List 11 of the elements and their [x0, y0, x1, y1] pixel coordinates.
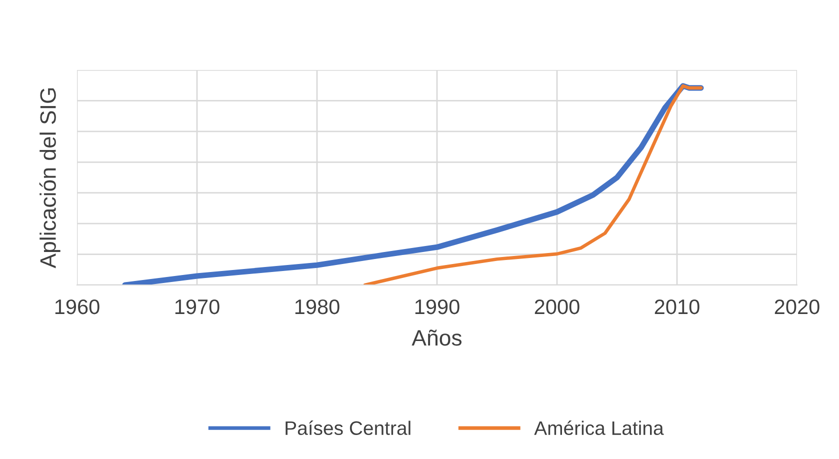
x-tick-label: 2020 — [774, 299, 820, 314]
x-tick-label: 1960 — [55, 299, 100, 314]
legend-label: Países Central — [286, 420, 410, 436]
x-axis-title: Años — [412, 330, 462, 346]
x-tick-label: 1980 — [295, 299, 340, 314]
x-tick-label: 2010 — [654, 299, 700, 314]
x-tick-label: 1990 — [415, 299, 460, 314]
x-tick-label: 2000 — [534, 299, 580, 314]
y-axis-title: Aplicación del SIG — [39, 88, 60, 268]
legend-label: América Latina — [534, 420, 664, 436]
x-tick-label: 1970 — [175, 299, 220, 314]
